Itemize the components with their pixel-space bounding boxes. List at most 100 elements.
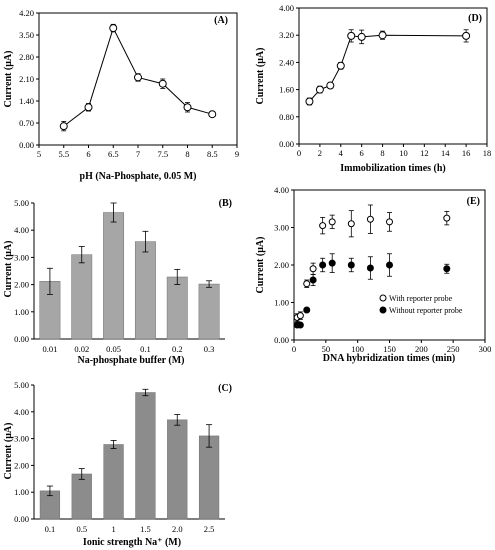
- legend-filled-circle-icon: [379, 306, 387, 314]
- panel-a-y-tick-label: 4.20: [19, 8, 34, 18]
- panel-e-data-point: [328, 218, 336, 226]
- panel-d-y-tick-label: 1.60: [279, 85, 294, 95]
- panel-d-y-tick-label: 0.00: [279, 139, 294, 149]
- panel-e-ylabel: Current (μA): [255, 237, 266, 294]
- panel-d-data-point: [347, 31, 356, 40]
- panel-e-data-point: [319, 261, 327, 269]
- panel-e-marks: 0.00 1.00 2.00 3.00 4.00 0 50 100 150 200 250 300: [274, 185, 491, 354]
- panel-e-x-tick-label: 200: [415, 344, 428, 354]
- panel-a-y-tick-label: 0.00: [19, 140, 34, 150]
- panel-d-data-point: [378, 31, 387, 40]
- panel-e-data-point: [319, 222, 327, 230]
- panel-e-data-point: [303, 306, 311, 314]
- panel-a-ylabel: Current (μA): [3, 51, 14, 108]
- panel-a-tag: (A): [214, 15, 228, 26]
- panel-b-x-tick-label: 0.1: [140, 344, 151, 354]
- panel-a-x-tick-label: 8: [185, 149, 189, 159]
- panel-b-bar: [198, 283, 220, 340]
- panel-b-y-tick-label: 0.00: [14, 334, 29, 344]
- panel-a-marks: 0.00 0.70 1.40 2.10 2.80 3.50 4.20 5 5.5 6 6.5 7 7.5…: [19, 8, 239, 159]
- panel-d-x-tick-label: 6: [360, 148, 364, 158]
- panel-b-ylabel: Current (μA): [3, 241, 14, 298]
- panel-e-data-point: [366, 264, 374, 272]
- panel-a-y-tick-label: 2.10: [19, 74, 34, 84]
- panel-d-y-tick-label: 4.00: [279, 3, 294, 13]
- panel-d-xlabel: Immobilization times (h): [340, 163, 446, 174]
- panel-c: (C) Ionic strength Na⁺ (M) Current (μA) …: [3, 380, 232, 548]
- panel-b-x-tick-label: 0.2: [172, 344, 183, 354]
- panel-e-tag: (E): [467, 196, 480, 207]
- panel-a-data-point: [109, 24, 118, 33]
- panel-e-xlabel: DNA hybridization times (min): [323, 353, 456, 364]
- panel-e-x-tick-label: 250: [447, 344, 460, 354]
- panel-e-x-tick-label: 0: [292, 344, 296, 354]
- panel-c-x-tick-label: 2.0: [172, 524, 183, 534]
- panel-a-data-point: [208, 110, 217, 119]
- panel-b-x-tick-label: 0.3: [204, 344, 215, 354]
- panel-e-x-tick-label: 50: [322, 344, 331, 354]
- panel-d-data-point: [315, 85, 324, 94]
- panel-e-data-point: [309, 265, 317, 273]
- panel-b-y-tick-label: 5.00: [14, 198, 29, 208]
- panel-a-data-point: [134, 73, 142, 82]
- panel-c-x-tick-label: 2.5: [204, 524, 215, 534]
- panel-c-marks: 0.00 1.00 2.00 3.00 4.00 5.00 0.1 0.5 1 1.5 2.0 2.5: [14, 380, 225, 534]
- panel-c-bar: [71, 473, 92, 520]
- panel-c-x-tick-label: 1.5: [140, 524, 151, 534]
- panel-d-y-tick-label: 0.80: [279, 112, 294, 122]
- panel-d-tag: (D): [468, 13, 482, 24]
- panel-e-x-tick-label: 100: [351, 344, 364, 354]
- panel-e-y-tick-label: 4.00: [274, 185, 289, 195]
- panel-e: (E) DNA hybridization times (min) Curren…: [255, 185, 491, 364]
- panel-a-x-tick-label: 6.5: [108, 149, 119, 159]
- panel-b-x-tick-label: 0.05: [106, 344, 121, 354]
- panel-a-y-tick-label: 1.40: [19, 96, 34, 106]
- panel-a-x-tick-label: 7.5: [157, 149, 168, 159]
- panel-a-data-point: [158, 79, 167, 88]
- panel-b-bar: [166, 276, 188, 340]
- panel-a-x-tick-label: 7: [136, 149, 140, 159]
- panel-e-data-point: [443, 265, 451, 273]
- panel-e-data-point: [386, 261, 393, 269]
- panel-c-y-tick-label: 0.00: [14, 514, 29, 524]
- panel-b-y-tick-label: 1.00: [14, 307, 29, 317]
- panel-a: (A) pH (Na-Phosphate, 0.05 M) Current (μ…: [3, 8, 239, 182]
- panel-d-data-point: [357, 32, 366, 41]
- panel-a-data-point: [59, 122, 68, 131]
- panel-e-data-point: [296, 321, 304, 329]
- panel-d-x-tick-label: 16: [462, 148, 471, 158]
- panel-e-data-point: [366, 215, 374, 223]
- legend-with-reporter-probe: With reporter probe: [389, 294, 453, 303]
- panel-e-data-point: [296, 312, 304, 320]
- panel-b-x-tick-label: 0.02: [74, 344, 89, 354]
- panel-d: (D) Immobilization times (h) Current (μA…: [255, 3, 491, 174]
- panel-e-data-point: [347, 261, 355, 269]
- panel-d-x-tick-label: 8: [380, 148, 384, 158]
- panel-e-data-point: [309, 276, 317, 284]
- legend-without-reporter-probe: Without reporter probe: [389, 306, 463, 315]
- panel-d-marks: 0.00 0.80 1.60 2.40 3.20 4.00 0 2 4 6 8 10 12 14 16 18: [279, 3, 491, 158]
- panel-c-bar: [135, 392, 156, 520]
- panel-b-bar: [134, 241, 156, 340]
- panel-b-xlabel: Na-phosphate buffer (M): [77, 355, 184, 366]
- panel-b-bar: [103, 212, 125, 340]
- panel-c-y-tick-label: 5.00: [14, 380, 29, 390]
- panel-e-data-point: [303, 280, 311, 288]
- panel-a-y-tick-label: 0.70: [19, 118, 34, 128]
- panel-b-x-tick-label: 0.01: [42, 344, 57, 354]
- panel-a-x-tick-label: 5.5: [58, 149, 69, 159]
- panel-c-ylabel: Current (μA): [3, 423, 14, 480]
- panel-e-y-tick-label: 2.00: [274, 260, 289, 270]
- panel-d-data-point: [305, 97, 314, 106]
- panel-d-x-tick-label: 0: [297, 148, 301, 158]
- panel-c-y-tick-label: 3.00: [14, 434, 29, 444]
- panel-e-y-tick-label: 0.00: [274, 335, 289, 345]
- panel-c-y-tick-label: 2.00: [14, 460, 29, 470]
- panel-c-x-tick-label: 1: [111, 524, 115, 534]
- panel-e-data-point: [386, 218, 393, 226]
- panel-a-y-tick-label: 3.50: [19, 30, 34, 40]
- panel-c-xlabel: Ionic strength Na⁺ (M): [83, 537, 181, 548]
- panel-c-y-tick-label: 1.00: [14, 487, 29, 497]
- panel-d-plot-border: [298, 7, 488, 145]
- panel-d-x-tick-label: 10: [399, 148, 408, 158]
